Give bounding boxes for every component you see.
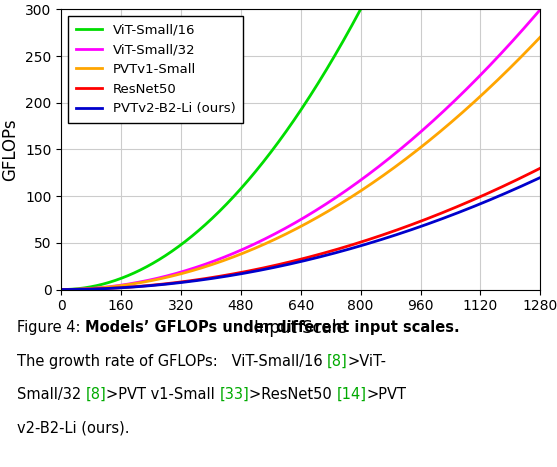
PVTv2-B2-Li (ours) (269, 265, 276, 270)
PVTv2-B2-Li (ours) (107, 285, 114, 291)
Line: PVTv2-B2-Li (ours): PVTv2-B2-Li (ours) (61, 177, 540, 290)
Text: [8]: [8] (86, 387, 106, 402)
X-axis label: Input Scale: Input Scale (255, 319, 347, 337)
ViT-Small/32 (252, 241, 258, 247)
ResNet50 (432, 213, 438, 219)
ViT-Small/32 (387, 155, 394, 160)
Text: Figure 4:: Figure 4: (17, 320, 85, 335)
ResNet50 (269, 263, 276, 269)
PVTv2-B2-Li (ours) (252, 269, 258, 274)
PVTv2-B2-Li (ours) (432, 219, 438, 224)
Y-axis label: GFLOPs: GFLOPs (2, 118, 19, 181)
Text: >PVT v1-Small: >PVT v1-Small (106, 387, 219, 402)
ResNet50 (107, 285, 114, 291)
ViT-Small/32 (432, 116, 438, 122)
PVTv1-Small (107, 284, 114, 290)
PVTv1-Small (269, 238, 276, 243)
Text: >ViT-: >ViT- (348, 354, 387, 368)
PVTv2-B2-Li (ours) (387, 234, 394, 240)
Text: v2-B2-Li (ours).: v2-B2-Li (ours). (17, 421, 129, 436)
ViT-Small/32 (269, 233, 276, 238)
PVTv1-Small (387, 168, 394, 173)
PVTv1-Small (440, 126, 447, 132)
Text: [33]: [33] (219, 387, 250, 402)
Text: [14]: [14] (337, 387, 367, 402)
ViT-Small/16 (252, 170, 258, 175)
Text: >PVT: >PVT (367, 387, 407, 402)
Text: Models’ GFLOPs under different input scales.: Models’ GFLOPs under different input sca… (85, 320, 460, 335)
ViT-Small/32 (58, 287, 65, 292)
Legend: ViT-Small/16, ViT-Small/32, PVTv1-Small, ResNet50, PVTv2-B2-Li (ours): ViT-Small/16, ViT-Small/32, PVTv1-Small,… (68, 16, 243, 123)
ViT-Small/16 (58, 287, 65, 292)
PVTv2-B2-Li (ours) (58, 287, 65, 292)
PVTv2-B2-Li (ours) (440, 215, 447, 221)
Line: PVTv1-Small: PVTv1-Small (61, 37, 540, 290)
Text: [8]: [8] (327, 354, 348, 368)
ViT-Small/32 (440, 108, 447, 114)
ResNet50 (537, 165, 544, 171)
ViT-Small/32 (107, 284, 114, 290)
Line: ResNet50: ResNet50 (61, 168, 540, 290)
ViT-Small/16 (269, 148, 276, 153)
ResNet50 (387, 229, 394, 235)
Text: The growth rate of GFLOPs:   ViT-Small/16: The growth rate of GFLOPs: ViT-Small/16 (17, 354, 327, 368)
Text: >ResNet50: >ResNet50 (250, 387, 337, 402)
Text: Small/32: Small/32 (17, 387, 86, 402)
PVTv1-Small (432, 133, 438, 139)
ResNet50 (58, 287, 65, 292)
ViT-Small/16 (107, 279, 114, 285)
ResNet50 (252, 267, 258, 273)
Line: ViT-Small/32: ViT-Small/32 (61, 9, 540, 290)
PVTv1-Small (252, 246, 258, 251)
ViT-Small/32 (537, 7, 544, 12)
PVTv2-B2-Li (ours) (537, 175, 544, 180)
ResNet50 (440, 210, 447, 215)
Line: ViT-Small/16: ViT-Small/16 (61, 0, 540, 290)
PVTv1-Small (537, 34, 544, 40)
PVTv1-Small (58, 287, 65, 292)
